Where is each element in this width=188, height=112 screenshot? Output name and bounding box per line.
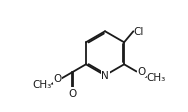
Text: CH₃: CH₃ (147, 72, 166, 82)
Text: O: O (137, 67, 145, 77)
Text: Cl: Cl (134, 27, 144, 36)
Text: CH₃: CH₃ (33, 79, 52, 89)
Text: O: O (53, 73, 61, 83)
Text: O: O (68, 88, 77, 98)
Text: N: N (102, 71, 109, 81)
